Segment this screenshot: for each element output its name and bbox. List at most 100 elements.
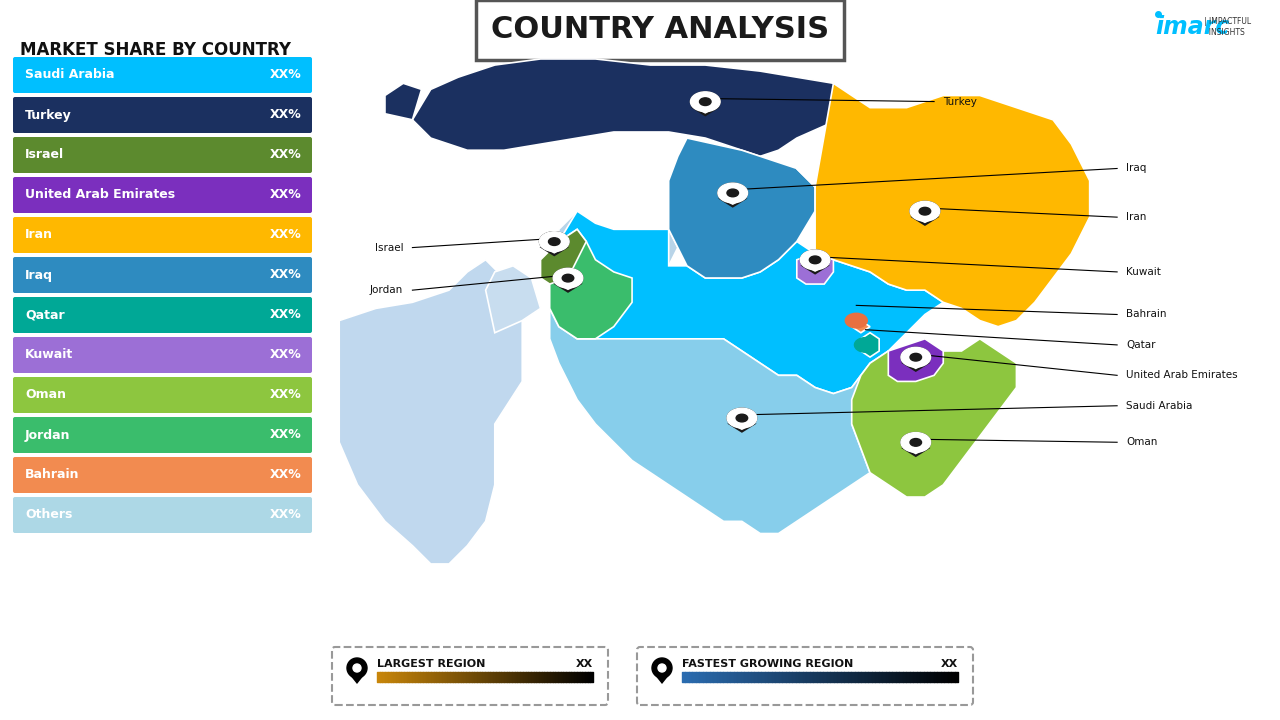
Polygon shape (539, 247, 570, 256)
Circle shape (562, 274, 573, 282)
Polygon shape (800, 266, 829, 274)
Text: XX%: XX% (270, 428, 302, 441)
Text: Qatar: Qatar (26, 308, 64, 322)
Polygon shape (349, 674, 365, 684)
FancyBboxPatch shape (13, 417, 312, 453)
Circle shape (736, 414, 748, 422)
FancyBboxPatch shape (637, 647, 973, 705)
Circle shape (539, 232, 570, 251)
Text: MARKET SHARE BY COUNTRY: MARKET SHARE BY COUNTRY (20, 41, 291, 59)
FancyBboxPatch shape (332, 647, 608, 705)
Text: | IMPACTFUL
  INSIGHTS: | IMPACTFUL INSIGHTS (1204, 17, 1251, 37)
Text: Israel: Israel (26, 148, 64, 161)
Circle shape (800, 250, 829, 270)
Polygon shape (485, 266, 540, 333)
Polygon shape (339, 260, 522, 564)
Polygon shape (577, 211, 678, 278)
Text: Turkey: Turkey (26, 109, 72, 122)
Polygon shape (549, 308, 870, 534)
Polygon shape (559, 211, 595, 290)
Text: United Arab Emirates: United Arab Emirates (1126, 370, 1238, 380)
Circle shape (347, 658, 367, 678)
Circle shape (539, 232, 570, 251)
Polygon shape (796, 253, 833, 284)
Circle shape (553, 269, 582, 288)
Text: Saudi Arabia: Saudi Arabia (1126, 401, 1193, 410)
Text: Qatar: Qatar (1126, 340, 1156, 350)
Polygon shape (577, 132, 760, 278)
Polygon shape (902, 448, 929, 454)
FancyBboxPatch shape (13, 457, 312, 493)
Circle shape (919, 207, 931, 215)
FancyBboxPatch shape (13, 137, 312, 173)
Polygon shape (554, 284, 581, 290)
Circle shape (652, 658, 672, 678)
Circle shape (845, 313, 868, 328)
Polygon shape (796, 84, 1089, 327)
Polygon shape (719, 199, 746, 205)
Circle shape (553, 269, 582, 288)
Polygon shape (727, 423, 756, 433)
Text: COUNTRY ANALYSIS: COUNTRY ANALYSIS (492, 16, 829, 45)
Polygon shape (690, 107, 721, 117)
FancyBboxPatch shape (13, 497, 312, 533)
Polygon shape (549, 211, 943, 394)
FancyBboxPatch shape (13, 97, 312, 133)
Circle shape (727, 408, 756, 428)
Text: XX%: XX% (270, 189, 302, 202)
Polygon shape (412, 59, 851, 156)
Text: United Arab Emirates: United Arab Emirates (26, 189, 175, 202)
Polygon shape (911, 217, 938, 223)
Circle shape (910, 202, 940, 221)
Circle shape (910, 438, 922, 446)
Polygon shape (540, 229, 586, 284)
Text: Oman: Oman (1126, 437, 1157, 447)
Text: XX%: XX% (270, 269, 302, 282)
Text: Kuwait: Kuwait (1126, 267, 1161, 277)
Text: FASTEST GROWING REGION: FASTEST GROWING REGION (682, 659, 854, 669)
Polygon shape (902, 363, 929, 369)
Text: XX%: XX% (270, 109, 302, 122)
Polygon shape (888, 339, 943, 382)
Circle shape (549, 238, 561, 246)
Text: Iran: Iran (1126, 212, 1147, 222)
Polygon shape (385, 84, 421, 120)
Polygon shape (654, 674, 669, 684)
Text: Kuwait: Kuwait (26, 348, 73, 361)
FancyBboxPatch shape (13, 257, 312, 293)
Polygon shape (718, 199, 748, 208)
Polygon shape (553, 284, 582, 293)
Text: XX%: XX% (270, 308, 302, 322)
Text: Saudi Arabia: Saudi Arabia (26, 68, 114, 81)
Circle shape (800, 250, 829, 270)
Text: LARGEST REGION: LARGEST REGION (378, 659, 485, 669)
Text: XX%: XX% (270, 68, 302, 81)
Text: Iraq: Iraq (1126, 163, 1147, 174)
Circle shape (718, 183, 748, 203)
Text: Bahrain: Bahrain (26, 469, 79, 482)
Circle shape (658, 664, 666, 672)
FancyBboxPatch shape (13, 57, 312, 93)
Text: XX: XX (941, 659, 957, 669)
Circle shape (901, 433, 931, 452)
FancyBboxPatch shape (13, 177, 312, 213)
Polygon shape (668, 138, 815, 278)
Polygon shape (803, 266, 828, 272)
Polygon shape (910, 217, 940, 226)
Circle shape (855, 338, 877, 352)
Circle shape (690, 92, 721, 112)
FancyBboxPatch shape (13, 217, 312, 253)
Polygon shape (692, 107, 718, 114)
Polygon shape (851, 320, 870, 333)
Circle shape (901, 433, 931, 452)
Text: XX%: XX% (270, 228, 302, 241)
Polygon shape (728, 423, 755, 430)
Polygon shape (549, 229, 632, 339)
FancyBboxPatch shape (13, 337, 312, 373)
Polygon shape (901, 448, 931, 457)
Text: XX%: XX% (270, 148, 302, 161)
Circle shape (727, 189, 739, 197)
Text: Bahrain: Bahrain (1126, 310, 1167, 320)
Polygon shape (901, 363, 931, 372)
Text: Jordan: Jordan (26, 428, 70, 441)
